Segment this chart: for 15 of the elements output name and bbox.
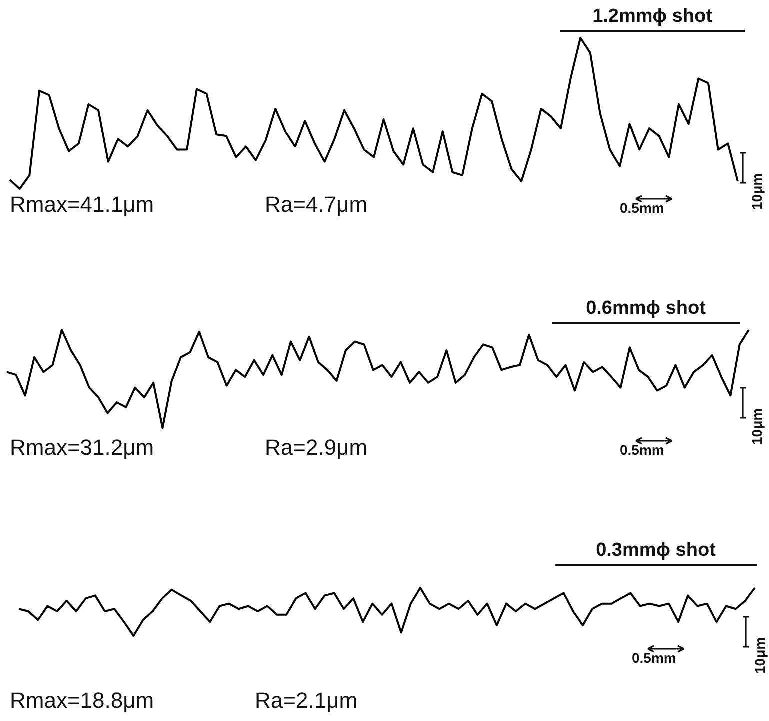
text: Rmax=41.1μm [10,192,154,218]
text: 0.5mm [632,650,676,666]
text: Ra=2.1μm [255,688,358,714]
chart-title: 0.6mmϕ shot [552,298,740,324]
text: Ra=4.7μm [265,192,368,218]
text: Ra=2.9μm [265,435,368,461]
text: 10μm [749,173,765,210]
chart-title: 0.3mmϕ shot [555,540,757,566]
text: Rmax=18.8μm [10,688,154,714]
annotation: 10μm [749,408,765,445]
text: 0.5mm [620,200,664,216]
text: 10μm [752,637,768,674]
text: 0.5mm [620,442,664,458]
text: Rmax=31.2μm [10,435,154,461]
chart-title: 1.2mmϕ shot [560,6,745,32]
